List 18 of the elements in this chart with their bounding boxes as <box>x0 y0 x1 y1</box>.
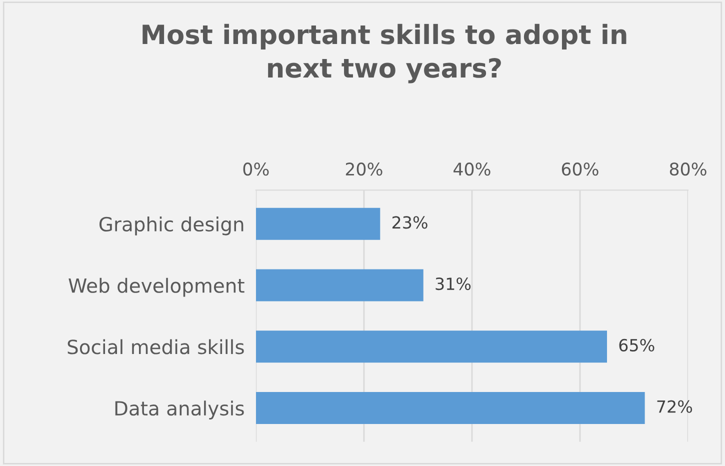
chart-title: Most important skills to adopt in next two years? <box>142 24 626 84</box>
y-tick-label: Data analysis <box>115 400 244 420</box>
x-tick-label: 80% <box>670 162 706 176</box>
x-tick-label: 20% <box>346 162 382 176</box>
bar <box>256 208 380 240</box>
bar <box>256 330 608 363</box>
data-label: 31% <box>436 277 471 290</box>
bar <box>256 392 645 424</box>
y-tick-label: Social media skills <box>68 339 244 354</box>
x-tick-label: 40% <box>454 162 490 176</box>
y-tick-label: Web development <box>68 278 244 297</box>
data-label: 72% <box>657 400 692 413</box>
y-tick-label: Graphic design <box>99 216 244 236</box>
x-tick-label: 60% <box>562 162 598 176</box>
x-tick-label: 0% <box>243 162 269 176</box>
bar <box>256 269 424 302</box>
data-label: 23% <box>392 216 428 229</box>
data-label: 65% <box>619 338 654 352</box>
